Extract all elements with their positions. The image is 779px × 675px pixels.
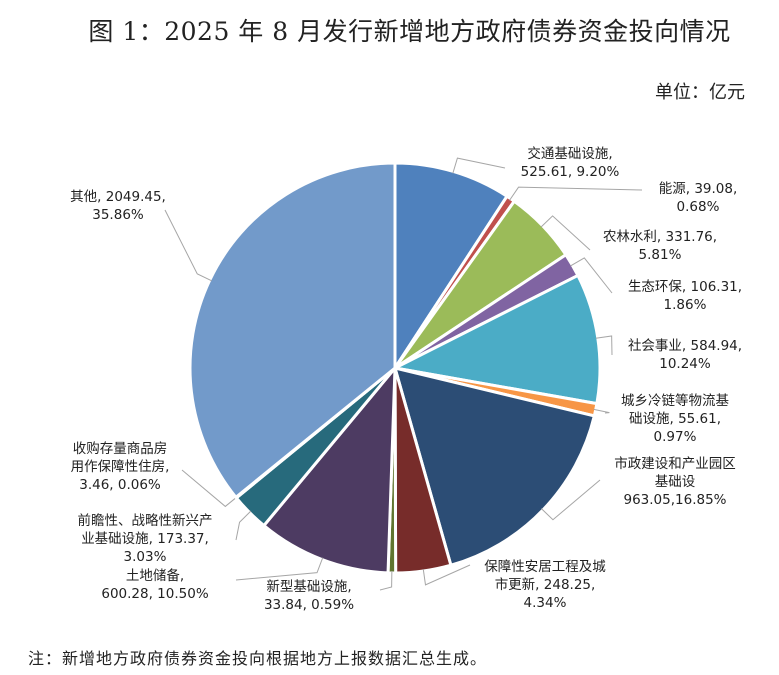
data-label-line: 业基础设施, 173.37, (81, 531, 209, 547)
data-label-line: 市政建设和产业园区 (614, 456, 736, 472)
data-label-line: 城乡冷链等物流基 (621, 393, 729, 409)
leader-line (541, 479, 601, 521)
footnote: 注：新增地方政府债券资金投向根据地方上报数据汇总生成。 (28, 649, 488, 668)
data-label-line: 33.84, 0.59% (263, 597, 355, 613)
data-label: 收购存量商品房 用作保障性住房, 3.46, 0.06% (71, 440, 170, 494)
data-label-line: 600.28, 10.50% (101, 586, 209, 602)
data-label: 其他, 2049.45, 35.86% (70, 188, 166, 224)
data-label-line: 10.24% (659, 356, 711, 372)
data-label: 能源, 39.08, 0.68% (659, 180, 738, 216)
data-label-line: 4.34% (523, 595, 567, 611)
data-label-line: 交通基础设施, (527, 146, 613, 162)
data-label-line: 基础设 (654, 474, 696, 490)
data-label: 土地储备, 600.28, 10.50% (101, 567, 208, 603)
data-label-line: 0.97% (653, 429, 697, 445)
leader-line (422, 564, 471, 586)
data-label-line: 新型基础设施, (266, 579, 352, 595)
data-label: 市政建设和产业园区 基础设 963.05,16.85% (614, 455, 736, 509)
data-label-line: 其他, 2049.45, (70, 189, 166, 205)
data-label: 城乡冷链等物流基 础设施, 55.61, 0.97% (621, 392, 729, 446)
data-label: 社会事业, 584.94, 10.24% (628, 337, 742, 373)
leader-line (235, 557, 324, 581)
leader-line (540, 215, 591, 251)
data-label-line: 础设施, 55.61, (628, 411, 722, 427)
data-label-line: 生态环保, 106.31, (627, 279, 743, 295)
data-label-line: 3.46, 0.06% (79, 477, 161, 493)
leader-line (452, 157, 506, 174)
data-label-line: 能源, 39.08, (658, 181, 738, 197)
data-label: 前瞻性、战略性新兴产 业基础设施, 173.37, 3.03% (78, 512, 213, 566)
leader-line (570, 257, 613, 294)
data-label-line: 963.05,16.85% (623, 492, 727, 508)
leader-line (164, 209, 212, 282)
data-label: 保障性安居工程及城 市更新, 248.25, 4.34% (484, 558, 606, 612)
unit-label: 单位：亿元 (655, 82, 745, 103)
data-label: 生态环保, 106.31, 1.86% (628, 278, 742, 314)
data-label-line: 35.86% (92, 207, 144, 223)
data-label-line: 市更新, 248.25, (494, 577, 596, 593)
leader-line (235, 510, 252, 541)
data-label-line: 0.68% (676, 199, 720, 215)
data-label-line: 1.86% (663, 297, 707, 313)
leader-line (181, 469, 239, 508)
chart-title: 图 1：2025 年 8 月发行新增地方政府债券资金投向情况 (88, 17, 731, 46)
data-label-line: 保障性安居工程及城 (484, 559, 606, 575)
data-label: 新型基础设施, 33.84, 0.59% (264, 578, 354, 614)
data-label-line: 3.03% (123, 549, 167, 565)
data-label: 农林水利, 331.76, 5.81% (603, 228, 717, 264)
data-label-line: 用作保障性住房, (70, 459, 170, 475)
data-label-line: 收购存量商品房 (72, 441, 168, 457)
leader-line (595, 335, 613, 356)
leader-line (509, 186, 643, 201)
data-label-line: 社会事业, 584.94, (627, 338, 743, 354)
leader-line (379, 570, 393, 591)
data-label-line: 农林水利, 331.76, (602, 229, 718, 245)
data-label-line: 土地储备, (125, 568, 185, 584)
data-label-line: 前瞻性、战略性新兴产 (77, 513, 213, 529)
data-label: 交通基础设施, 525.61, 9.20% (521, 145, 620, 181)
leader-line (593, 408, 610, 414)
data-label-line: 525.61, 9.20% (520, 164, 620, 180)
data-label-line: 5.81% (638, 247, 682, 263)
